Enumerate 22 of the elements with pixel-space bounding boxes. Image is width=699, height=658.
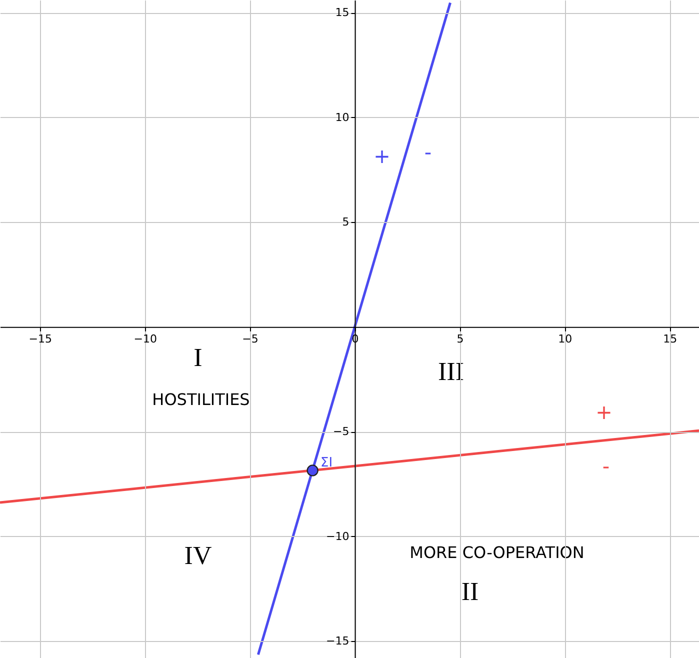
annotation: IV bbox=[184, 541, 212, 570]
annotation: - bbox=[424, 140, 432, 164]
y-tick-label: 15 bbox=[335, 6, 350, 20]
x-tick-label: −15 bbox=[28, 332, 52, 346]
annotation: - bbox=[602, 454, 610, 478]
y-tick-label: 10 bbox=[335, 110, 350, 124]
annotation: + bbox=[596, 400, 612, 424]
y-tick-label: 5 bbox=[342, 216, 350, 229]
annotation: HOSTILITIES bbox=[152, 390, 250, 409]
y-tick-label: −15 bbox=[326, 634, 350, 648]
annotation: II bbox=[461, 577, 479, 606]
x-tick-label: 5 bbox=[456, 332, 464, 346]
annotation: MORE CO-OPERATION bbox=[410, 543, 584, 562]
y-tick-label: −10 bbox=[326, 530, 350, 543]
x-tick-label: 15 bbox=[663, 332, 678, 346]
annotation: + bbox=[374, 144, 390, 168]
y-tick-label: −5 bbox=[333, 425, 350, 438]
x-tick-label: −5 bbox=[242, 332, 258, 346]
annotation: I bbox=[194, 343, 202, 372]
x-tick-label: 10 bbox=[558, 332, 572, 346]
x-tick-label: −10 bbox=[134, 332, 157, 346]
series-label: ΣI bbox=[320, 455, 333, 470]
